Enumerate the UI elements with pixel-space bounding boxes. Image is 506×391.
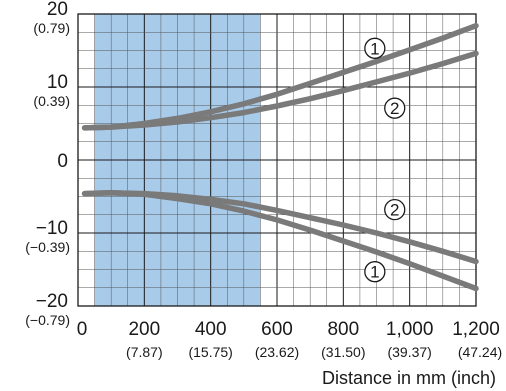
x-axis-label: Distance in mm (inch): [322, 368, 496, 388]
x-tick-label: 1,200: [452, 319, 500, 340]
x-tick-label: 0: [77, 319, 88, 340]
x-tick-label: 1,000: [386, 319, 434, 340]
marker-circle: [364, 261, 386, 283]
marker-label: 1: [370, 263, 379, 282]
y-tick-sublabel: (−0.39): [25, 239, 70, 255]
marker-label: 2: [390, 99, 399, 118]
marker-circle: [364, 37, 386, 59]
x-tick-sublabel: (15.75): [188, 344, 232, 360]
x-tick-sublabel: (7.87): [126, 344, 163, 360]
x-axis-ticks: 0 200 (7.87) 400 (15.75) 600 (23.62) 800 (31.50)…: [77, 319, 502, 360]
y-tick-sublabel: (0.79): [33, 20, 70, 36]
x-tick-sublabel: (31.50): [321, 344, 365, 360]
x-tick-label: 400: [195, 319, 227, 340]
curve-markers: 1 2 2 1: [364, 37, 406, 283]
grid: [78, 14, 476, 306]
y-tick-label: 0: [57, 151, 68, 172]
x-tick-sublabel: (39.37): [387, 344, 431, 360]
series-group: [81, 22, 479, 292]
y-tick-label: 10: [47, 72, 68, 93]
curve-marker: 2: [384, 97, 406, 119]
curve-marker: 1: [364, 37, 386, 59]
y-tick-sublabel: (0.39): [33, 93, 70, 109]
curve-marker: 2: [384, 198, 406, 221]
y-axis-ticks: 20(0.79) 10(0.39) 0 −10(−0.39) −20(−0.79): [25, 0, 70, 328]
series-line-lower-1: [81, 190, 479, 292]
y-tick-sublabel: (−0.79): [25, 312, 70, 328]
y-tick-label: −20: [36, 291, 68, 312]
x-tick-label: 600: [261, 319, 293, 340]
x-tick-sublabel: (47.24): [458, 344, 502, 360]
plot-frame: [77, 13, 477, 307]
y-tick-label: 20: [47, 0, 68, 20]
x-tick-label: 200: [128, 319, 160, 340]
curve-marker: 1: [364, 261, 386, 283]
series-line-upper-2: [81, 50, 479, 131]
y-tick-label: −10: [36, 218, 68, 239]
x-tick-sublabel: (23.62): [255, 344, 299, 360]
marker-label: 1: [370, 39, 379, 58]
marker-circle: [384, 198, 406, 221]
marker-circle: [384, 97, 406, 119]
x-tick-label: 800: [327, 319, 359, 340]
marker-label: 2: [390, 201, 399, 220]
